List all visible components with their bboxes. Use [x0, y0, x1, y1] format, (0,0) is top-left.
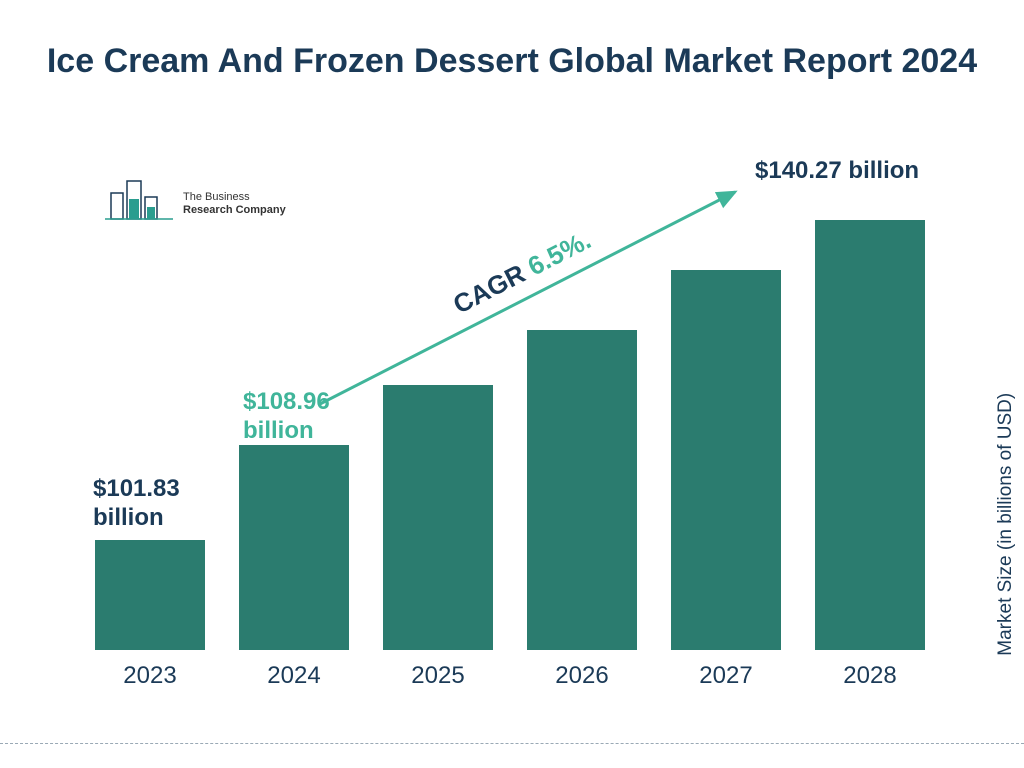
bar	[239, 445, 349, 650]
callout-line: billion	[243, 417, 314, 444]
xlabel-5: 2028	[815, 662, 925, 690]
bar-2025	[383, 385, 493, 650]
bar	[383, 385, 493, 650]
xlabel-2: 2025	[383, 662, 493, 690]
bar	[671, 270, 781, 650]
callout-second-value: $108.96 billion	[243, 388, 330, 446]
bar-2028	[815, 220, 925, 650]
callout-line: $101.83	[93, 475, 180, 502]
chart-title: Ice Cream And Frozen Dessert Global Mark…	[0, 40, 1024, 83]
xlabel-0: 2023	[95, 662, 205, 690]
xlabel-3: 2026	[527, 662, 637, 690]
bottom-divider	[0, 743, 1024, 744]
callout-last-value: $140.27 billion	[755, 157, 919, 186]
bar-2024	[239, 445, 349, 650]
xlabel-4: 2027	[671, 662, 781, 690]
y-axis-label: Market Size (in billions of USD)	[995, 393, 1017, 656]
xlabel-1: 2024	[239, 662, 349, 690]
callout-line: billion	[93, 504, 164, 531]
bar	[527, 330, 637, 650]
bar-2023	[95, 540, 205, 650]
callout-first-value: $101.83 billion	[93, 475, 180, 533]
callout-line: $108.96	[243, 388, 330, 415]
bar-2027	[671, 270, 781, 650]
x-axis-labels: 2023 2024 2025 2026 2027 2028	[95, 662, 925, 690]
callout-line: $140.27 billion	[755, 157, 919, 184]
bar	[815, 220, 925, 650]
bar	[95, 540, 205, 650]
bar-2026	[527, 330, 637, 650]
